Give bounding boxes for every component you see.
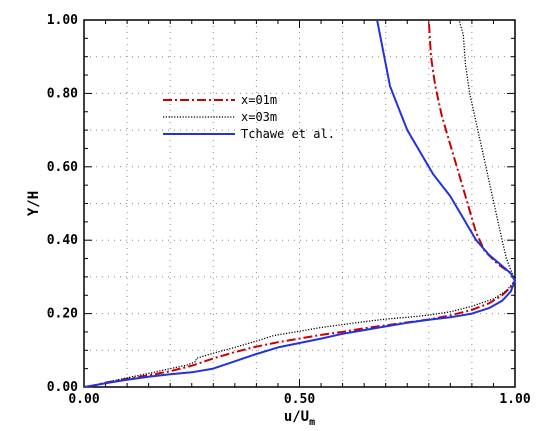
y-tick-labels: 0.00 0.20 0.40 0.60 0.80 1.00 xyxy=(47,13,78,395)
series-line xyxy=(83,19,516,388)
x-tick-label: 1.00 xyxy=(499,392,530,407)
y-axis-title: Y/H xyxy=(26,191,42,216)
series-lines xyxy=(83,19,516,388)
grid xyxy=(84,20,515,387)
legend-label: x=01m xyxy=(241,93,277,107)
legend-label: Tchawe et al. xyxy=(241,127,335,141)
y-tick-label: 0.40 xyxy=(47,233,78,248)
y-tick-label: 0.60 xyxy=(47,160,78,175)
x-tick-labels: 0.00 0.50 1.00 xyxy=(68,392,530,407)
x-tick-label: 0.50 xyxy=(284,392,315,407)
axis-ticks xyxy=(83,19,516,388)
series-line xyxy=(88,19,516,388)
legend-label: x=03m xyxy=(241,110,277,124)
x-axis-title: u/Um xyxy=(284,409,315,428)
y-tick-label: 1.00 xyxy=(47,13,78,28)
x-axis-title-main: u/U xyxy=(284,409,309,425)
x-tick-label: 0.00 xyxy=(68,392,99,407)
y-tick-label: 0.00 xyxy=(47,380,78,395)
legend: x=01m x=03m Tchawe et al. xyxy=(163,93,335,141)
x-axis-title-sub: m xyxy=(309,417,315,428)
y-tick-label: 0.20 xyxy=(47,307,78,322)
y-tick-label: 0.80 xyxy=(47,86,78,101)
